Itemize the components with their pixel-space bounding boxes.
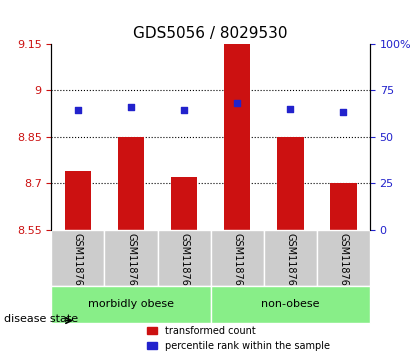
Title: GDS5056 / 8029530: GDS5056 / 8029530 bbox=[134, 26, 288, 41]
FancyBboxPatch shape bbox=[51, 230, 104, 286]
Point bbox=[340, 109, 346, 115]
Point bbox=[128, 104, 134, 110]
FancyBboxPatch shape bbox=[51, 286, 210, 323]
Text: GSM1187678: GSM1187678 bbox=[338, 233, 349, 298]
Text: GSM1187674: GSM1187674 bbox=[126, 233, 136, 298]
FancyBboxPatch shape bbox=[157, 230, 210, 286]
Legend: transformed count, percentile rank within the sample: transformed count, percentile rank withi… bbox=[143, 322, 333, 355]
Bar bbox=[330, 183, 357, 230]
Point bbox=[75, 107, 81, 113]
Text: GSM1187673: GSM1187673 bbox=[73, 233, 83, 298]
Point bbox=[181, 107, 187, 113]
Bar bbox=[277, 137, 304, 230]
Point bbox=[287, 106, 293, 112]
FancyBboxPatch shape bbox=[210, 230, 264, 286]
Text: non-obese: non-obese bbox=[261, 299, 319, 309]
FancyBboxPatch shape bbox=[104, 230, 157, 286]
FancyBboxPatch shape bbox=[264, 230, 317, 286]
Text: morbidly obese: morbidly obese bbox=[88, 299, 174, 309]
Text: GSM1187675: GSM1187675 bbox=[179, 233, 189, 298]
FancyBboxPatch shape bbox=[210, 286, 370, 323]
Text: GSM1187677: GSM1187677 bbox=[285, 233, 295, 298]
Bar bbox=[65, 171, 91, 230]
Text: disease state: disease state bbox=[4, 314, 78, 325]
FancyBboxPatch shape bbox=[317, 230, 370, 286]
Bar bbox=[118, 137, 144, 230]
Bar bbox=[224, 44, 250, 230]
Bar bbox=[171, 177, 197, 230]
Text: GSM1187676: GSM1187676 bbox=[232, 233, 242, 298]
Point bbox=[234, 100, 240, 106]
